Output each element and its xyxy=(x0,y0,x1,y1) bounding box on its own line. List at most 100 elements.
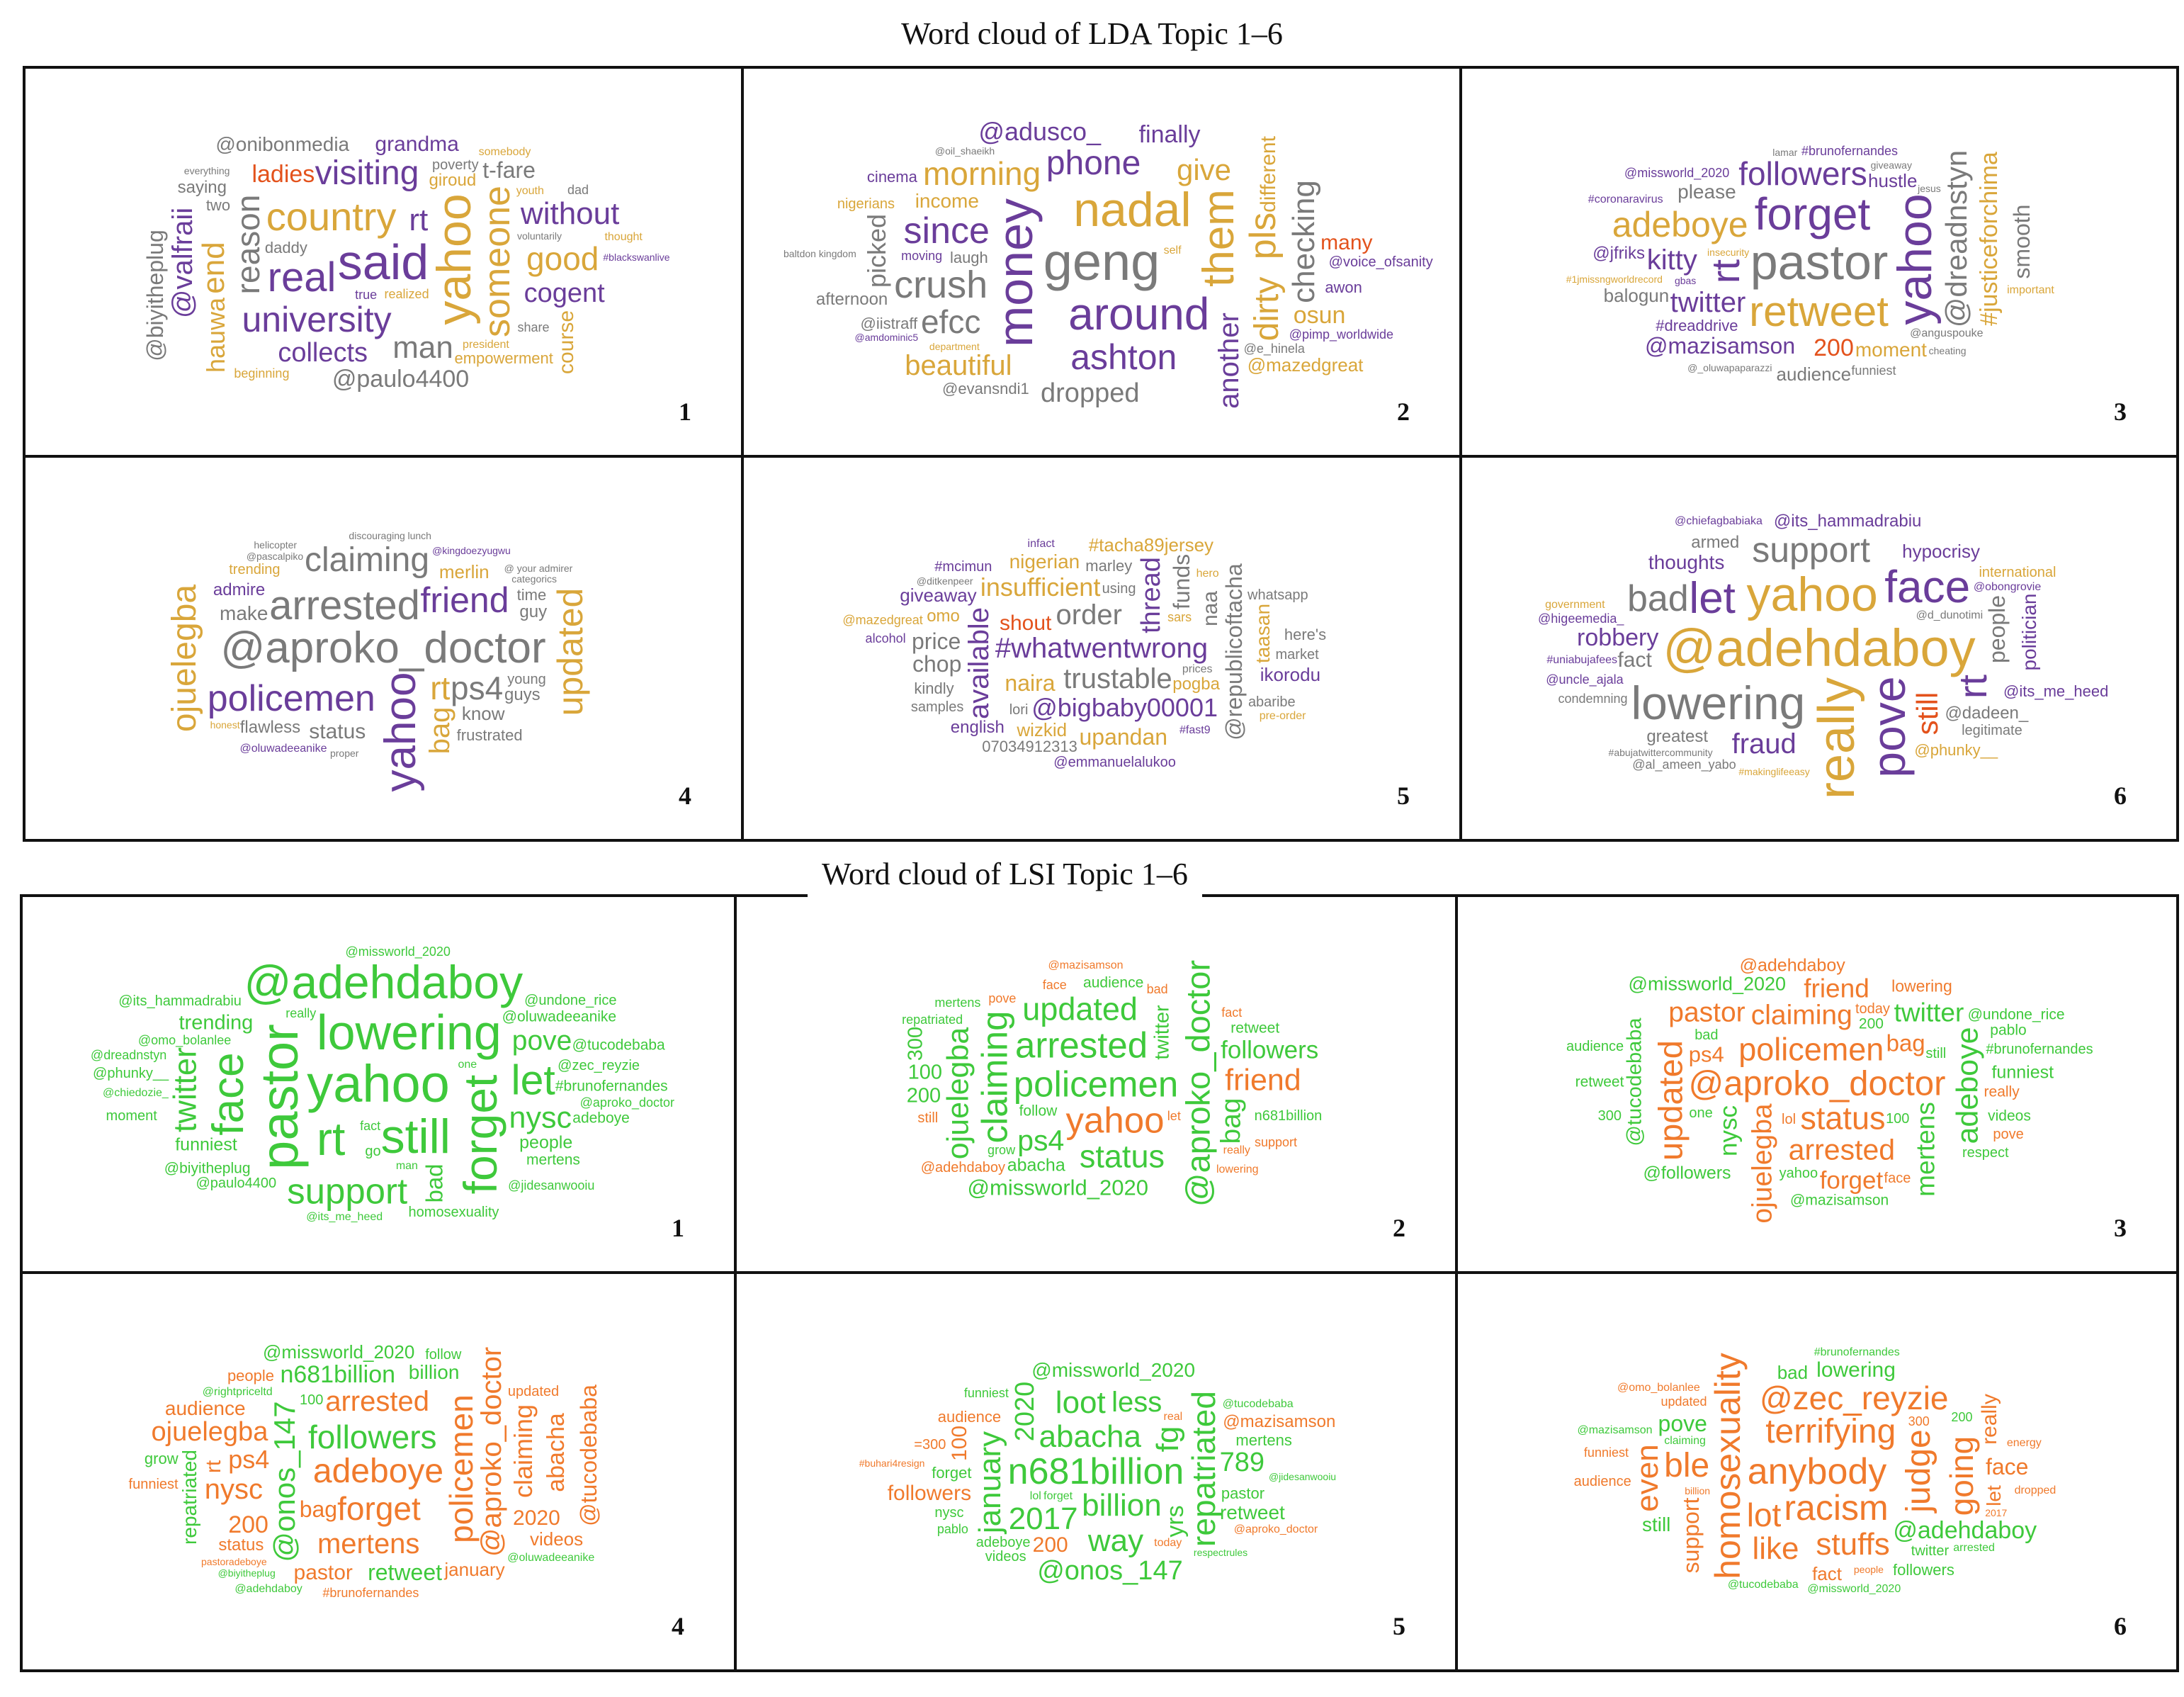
cloud-word: face xyxy=(1884,1171,1911,1187)
cloud-word: country xyxy=(266,194,397,239)
cloud-word: @aproko_doctor xyxy=(220,624,546,672)
lda-panel-5: #whatwentwrong available trustable order thr… xyxy=(744,458,1462,839)
cloud-word: @zec_reyzie xyxy=(558,1057,640,1073)
cloud-word: @pascalpiko xyxy=(246,551,304,563)
cloud-word: rt xyxy=(1702,259,1748,284)
cloud-word: since xyxy=(903,210,990,252)
cloud-word: dirty xyxy=(1248,276,1286,342)
cloud-word: arrested xyxy=(1015,1025,1148,1065)
cloud-word: #1jmissngworldrecord xyxy=(1566,273,1663,285)
cloud-word: lunch xyxy=(407,529,431,541)
cloud-word: rt xyxy=(317,1112,346,1166)
cloud-word: @mazedgreat xyxy=(1247,354,1364,376)
cloud-word: bag xyxy=(299,1496,338,1523)
cloud-word: repatriated xyxy=(902,1012,963,1027)
cloud-word: abacha xyxy=(1039,1419,1141,1455)
cloud-word: stuffs xyxy=(1816,1527,1890,1562)
cloud-word: funniest xyxy=(1991,1062,2054,1083)
cloud-word: @tucodebaba xyxy=(572,1037,665,1054)
cloud-word: ojuelegba xyxy=(165,585,203,733)
cloud-word: admire xyxy=(213,580,266,599)
cloud-word: #dreaddrive xyxy=(1656,317,1738,335)
cloud-word: policemen xyxy=(443,1394,480,1543)
cloud-word: really xyxy=(285,1005,317,1020)
cloud-word: @undone_rice xyxy=(524,993,617,1009)
cloud-word: @higeemedia_ xyxy=(1538,611,1624,626)
cloud-word: still xyxy=(380,1109,451,1163)
cloud-word: president xyxy=(463,338,509,351)
cloud-word: helicopter xyxy=(254,539,298,551)
cloud-word: time xyxy=(516,586,547,604)
cloud-word: lol xyxy=(1029,1490,1041,1503)
cloud-word: man xyxy=(395,1159,418,1172)
cloud-word: moving xyxy=(901,248,943,263)
cloud-word: pove xyxy=(1658,1410,1707,1436)
cloud-word: audience xyxy=(937,1407,1002,1426)
cloud-word: status xyxy=(309,719,366,743)
cloud-word: forget xyxy=(454,1074,507,1195)
cloud-word: @onibonmedia xyxy=(215,133,350,156)
cloud-word: know xyxy=(461,703,505,725)
cloud-word: bag xyxy=(424,706,456,755)
cloud-word: @dreadnstyn xyxy=(90,1048,167,1063)
cloud-word: bad xyxy=(1626,578,1689,620)
cloud-word: pre-order xyxy=(1259,710,1306,723)
cloud-word: videos xyxy=(1988,1107,2031,1124)
cloud-word: @its_me_heed xyxy=(306,1210,383,1223)
cloud-word: repatriated xyxy=(179,1450,201,1545)
cloud-word: nysc xyxy=(509,1100,572,1135)
cloud-word: rt xyxy=(1950,674,1996,699)
cloud-word: around xyxy=(1068,288,1210,340)
cloud-word: @obongrovie xyxy=(1973,580,2042,593)
cloud-word: 2017 xyxy=(1008,1501,1078,1536)
cloud-word: alcohol xyxy=(865,631,906,646)
cloud-word: followers xyxy=(887,1481,972,1505)
cloud-word: arrested xyxy=(325,1385,429,1417)
cloud-word: @jidesanwooiu xyxy=(1268,1471,1337,1483)
cloud-word: twitter xyxy=(1670,287,1746,319)
cloud-word: naa xyxy=(1198,591,1222,627)
cloud-word: order xyxy=(1056,599,1122,631)
cloud-word: racism xyxy=(1784,1488,1889,1528)
cloud-word: lot xyxy=(1746,1496,1782,1534)
cloud-word: gbas xyxy=(1674,275,1697,287)
cloud-word: trending xyxy=(229,562,281,578)
cloud-word: dad xyxy=(567,183,589,198)
cloud-word: n681billion xyxy=(280,1361,396,1388)
cloud-word: forget xyxy=(337,1490,421,1528)
cloud-word: @d_dunotimi xyxy=(1916,609,1984,621)
cloud-word: @oil_shaeikh xyxy=(934,145,995,157)
cloud-word: twitter xyxy=(1894,998,1964,1027)
cloud-word: department xyxy=(929,340,980,352)
cloud-word: claiming xyxy=(974,1010,1015,1144)
cloud-word: way xyxy=(1087,1523,1144,1559)
cloud-word: ojuelegba xyxy=(151,1417,268,1448)
cloud-word: nysc xyxy=(204,1474,264,1506)
cloud-word: loot xyxy=(1055,1385,1106,1421)
cloud-word: @missworld_2020 xyxy=(263,1341,415,1363)
cloud-word: guy xyxy=(519,602,548,621)
cloud-word: beginning xyxy=(234,366,290,381)
cloud-word: january xyxy=(972,1431,1007,1534)
cloud-word: giveaway xyxy=(1870,159,1912,171)
cloud-word: shout xyxy=(999,611,1052,635)
cloud-word: moment xyxy=(1855,339,1927,361)
cloud-word: pastoradeboye xyxy=(200,1555,267,1567)
cloud-word: prices xyxy=(1182,663,1213,676)
cloud-word: @mazisamson xyxy=(1645,333,1796,359)
cloud-word: important xyxy=(2007,283,2054,296)
cloud-word: forget xyxy=(1043,1489,1073,1502)
cloud-word: give xyxy=(1176,152,1232,186)
panel-number: 5 xyxy=(1393,1612,1405,1640)
cloud-word: lamar xyxy=(1772,146,1798,158)
cloud-word: efcc xyxy=(920,303,981,340)
cloud-word: hauwa xyxy=(201,297,231,373)
cloud-word: #brunofernandes xyxy=(1986,1042,2093,1058)
cloud-word: insecurity xyxy=(1707,247,1750,259)
cloud-word: updated xyxy=(1651,1040,1690,1161)
cloud-word: claiming xyxy=(509,1404,538,1498)
cloud-word: fact xyxy=(1221,1005,1243,1020)
cloud-word: politician xyxy=(2018,593,2040,671)
cloud-word: yrs xyxy=(1161,1505,1189,1538)
cloud-word: @paulo4400 xyxy=(196,1176,277,1192)
